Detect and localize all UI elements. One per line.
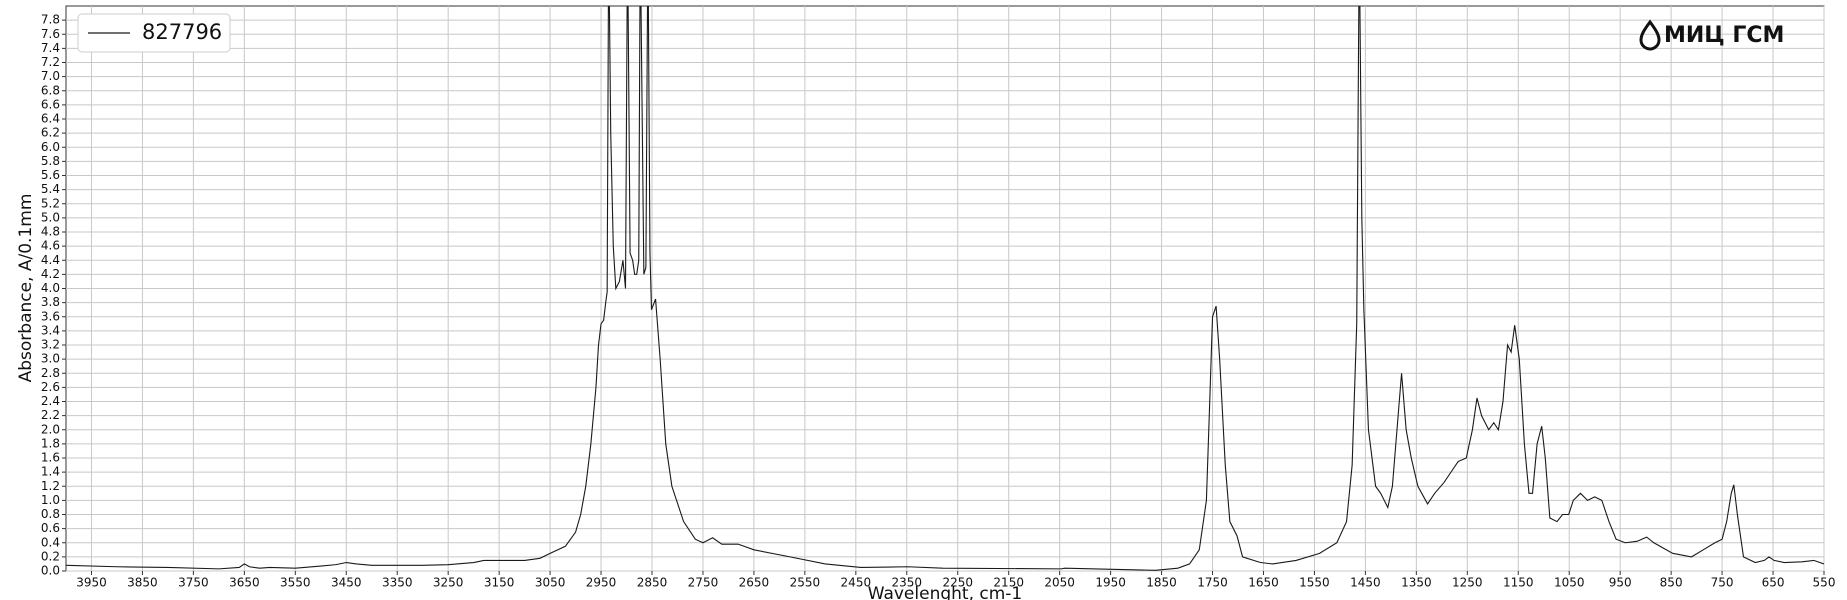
y-tick-label: 2.6 [41,380,60,394]
y-tick-label: 5.0 [41,210,60,224]
x-tick-label: 1150 [1503,576,1534,590]
logo-text: МИЦ ГСМ [1664,23,1784,48]
y-axis-label: Absorbance, A/0.1mm [16,194,36,383]
x-tick-label: 3650 [229,576,260,590]
x-tick-label: 3050 [535,576,566,590]
y-tick-label: 7.8 [41,13,60,27]
x-tick-label: 2150 [993,576,1024,590]
x-tick-label: 850 [1660,576,1683,590]
y-tick-label: 5.6 [41,168,60,182]
y-tick-label: 2.0 [41,422,60,436]
y-tick-label: 3.2 [41,338,60,352]
x-tick-label: 950 [1609,576,1632,590]
x-tick-label: 2250 [942,576,973,590]
x-tick-label: 2550 [790,576,821,590]
x-axis-label: Wavelenght, cm-1 [868,584,1023,600]
grid [66,6,1825,572]
y-tick-label: 7.2 [41,55,60,69]
x-tick-label: 1550 [1299,576,1330,590]
x-tick-label: 3550 [280,576,311,590]
y-tick-label: 2.8 [41,366,60,380]
x-tick-label: 2050 [1044,576,1075,590]
y-tick-label: 0.4 [41,535,60,549]
y-tick-label: 4.8 [41,225,60,239]
y-tick-label: 1.6 [41,451,60,465]
y-tick-label: 3.6 [41,309,60,323]
x-tick-label: 2950 [586,576,617,590]
x-tick-label: 650 [1762,576,1785,590]
y-tick-label: 2.2 [41,408,60,422]
y-tick-label: 4.4 [41,253,60,267]
y-tick-label: 5.8 [41,154,60,168]
y-tick-label: 6.8 [41,83,60,97]
x-tick-label: 3450 [331,576,362,590]
x-tick-label: 750 [1711,576,1734,590]
y-tick-label: 0.2 [41,549,60,563]
x-tick-label: 1250 [1452,576,1483,590]
x-tick-label: 3750 [178,576,209,590]
x-tick-label: 2650 [739,576,770,590]
y-tick-label: 6.4 [41,112,60,126]
x-tick-label: 2750 [688,576,719,590]
y-tick-label: 0.0 [41,564,60,578]
x-tick-label: 3950 [76,576,107,590]
y-tick-label: 6.2 [41,126,60,140]
y-tick-label: 6.6 [41,97,60,111]
x-tick-label: 2350 [892,576,923,590]
y-tick-label: 5.2 [41,196,60,210]
y-tick-label: 3.4 [41,323,60,337]
x-tick-label: 3150 [484,576,515,590]
y-tick-label: 4.6 [41,239,60,253]
x-tick-label: 3850 [127,576,158,590]
x-tick-label: 550 [1813,576,1836,590]
legend: 827796 [77,13,231,53]
x-tick-label: 1050 [1554,576,1585,590]
watermark: МИЦ ГСМ [1639,19,1784,51]
x-tick-label: 1950 [1095,576,1126,590]
y-tick-label: 7.6 [41,27,60,41]
x-tick-label: 3250 [433,576,464,590]
logo-icon [1639,19,1661,51]
x-tick-label: 1650 [1248,576,1279,590]
y-tick-label: 1.0 [41,493,60,507]
x-tick-label: 1750 [1197,576,1228,590]
y-tick-label: 1.2 [41,479,60,493]
y-tick-label: 1.4 [41,465,60,479]
x-tick-label: 1450 [1350,576,1381,590]
legend-box [77,13,231,53]
y-tick-label: 3.8 [41,295,60,309]
x-tick-label: 1850 [1146,576,1177,590]
y-tick-label: 5.4 [41,182,60,196]
x-tick-label: 3350 [382,576,413,590]
spectrum-line [66,6,1824,571]
y-tick-label: 0.8 [41,507,60,521]
x-tick-label: 2850 [637,576,668,590]
y-tick-label: 0.6 [41,521,60,535]
x-tick-label: 1350 [1401,576,1432,590]
y-tick-label: 7.4 [41,41,60,55]
legend-label: 827796 [142,20,222,44]
x-tick-label: 2450 [841,576,872,590]
y-tick-label: 7.0 [41,69,60,83]
y-tick-label: 1.8 [41,436,60,450]
y-tick-label: 2.4 [41,394,60,408]
y-tick-label: 4.2 [41,267,60,281]
y-tick-label: 6.0 [41,140,60,154]
y-tick-label: 4.0 [41,281,60,295]
y-tick-label: 3.0 [41,352,60,366]
